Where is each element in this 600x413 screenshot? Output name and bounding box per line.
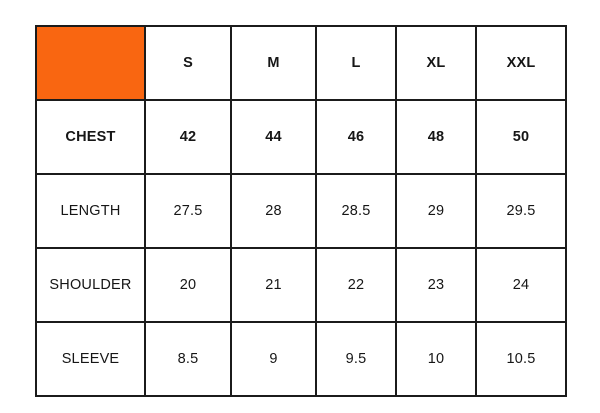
chest-value-m: 44 [230,99,317,175]
size-header-xl: XL [395,25,477,101]
row-label-length: LENGTH [35,173,146,249]
shoulder-value-m: 21 [230,247,317,323]
chest-value-xl: 48 [395,99,477,175]
size-header-row: S M L XL XXL [35,25,567,101]
orange-corner-cell [35,25,146,101]
row-label-chest: CHEST [35,99,146,175]
sleeve-value-s: 8.5 [144,321,232,397]
sleeve-value-xl: 10 [395,321,477,397]
sleeve-value-l: 9.5 [315,321,397,397]
length-value-xxl: 29.5 [475,173,567,249]
table-row: LENGTH 27.5 28 28.5 29 29.5 [35,173,567,249]
length-value-s: 27.5 [144,173,232,249]
shoulder-value-s: 20 [144,247,232,323]
sleeve-value-xxl: 10.5 [475,321,567,397]
shoulder-value-l: 22 [315,247,397,323]
chest-value-xxl: 50 [475,99,567,175]
length-value-m: 28 [230,173,317,249]
table-row: CHEST 42 44 46 48 50 [35,99,567,175]
table-row: SLEEVE 8.5 9 9.5 10 10.5 [35,321,567,397]
size-header-xxl: XXL [475,25,567,101]
size-chart-table: S M L XL XXL CHEST 42 44 46 48 50 LENGTH… [35,25,567,397]
sleeve-value-m: 9 [230,321,317,397]
table-row: SHOULDER 20 21 22 23 24 [35,247,567,323]
chest-value-l: 46 [315,99,397,175]
row-label-shoulder: SHOULDER [35,247,146,323]
shoulder-value-xl: 23 [395,247,477,323]
length-value-l: 28.5 [315,173,397,249]
size-header-l: L [315,25,397,101]
length-value-xl: 29 [395,173,477,249]
size-header-m: M [230,25,317,101]
size-header-s: S [144,25,232,101]
chest-value-s: 42 [144,99,232,175]
shoulder-value-xxl: 24 [475,247,567,323]
row-label-sleeve: SLEEVE [35,321,146,397]
